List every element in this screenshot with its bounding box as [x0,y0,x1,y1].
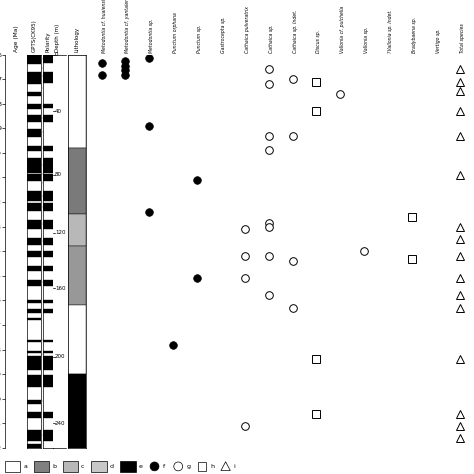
Bar [68,374,86,448]
Bar [27,266,41,270]
Text: ?Vallonia sp. Indet.: ?Vallonia sp. Indet. [388,9,393,53]
Bar [43,300,53,302]
Text: c: c [81,464,84,469]
Text: Depth (m): Depth (m) [55,24,60,52]
Text: g: g [186,464,190,469]
Text: GPTS(CK95): GPTS(CK95) [32,19,36,52]
Text: Cathaica sp.: Cathaica sp. [269,25,273,53]
Text: Punctum orphana: Punctum orphana [173,12,178,53]
Bar [27,146,41,150]
Bar [43,55,53,62]
Bar [43,356,53,369]
Text: Metodontia sp.: Metodontia sp. [149,18,154,53]
Bar [68,148,86,214]
Bar [43,238,53,244]
Bar [27,252,41,255]
Bar [43,310,53,312]
Bar [68,55,86,148]
Bar [43,72,53,82]
Text: 40: 40 [55,109,62,114]
Bar [27,356,41,369]
Bar [27,351,41,352]
Bar [27,115,41,121]
Bar [27,203,41,210]
Bar [68,214,86,246]
Text: 240: 240 [55,421,65,426]
Bar [43,411,53,417]
Text: Polarity: Polarity [46,32,50,52]
Text: a: a [23,464,27,469]
Bar [43,252,53,255]
Text: f: f [163,464,164,469]
Text: Vallonia sp.: Vallonia sp. [364,27,369,53]
Text: Vertigo sp.: Vertigo sp. [436,28,441,53]
Text: Total species: Total species [460,23,465,53]
Bar [27,375,41,386]
Bar [27,400,41,403]
Text: 80: 80 [55,173,62,177]
Bar [27,300,41,302]
Bar [27,220,41,228]
Bar [43,173,53,180]
Text: 160: 160 [55,286,65,291]
Bar [27,191,41,201]
Bar [43,340,53,341]
Bar [43,115,53,121]
Bar [27,411,41,417]
Bar [27,445,41,448]
Bar [27,173,41,180]
Bar [27,318,41,319]
Bar [27,55,41,63]
Bar [27,92,41,95]
Bar [43,191,53,201]
Text: b: b [52,464,56,469]
Bar [68,305,86,374]
Bar [27,340,41,341]
Bar [43,430,53,440]
Bar [27,104,41,108]
Bar [27,72,41,83]
Bar [27,430,41,440]
Bar [43,158,53,172]
Text: 120: 120 [55,230,65,235]
Text: 200: 200 [55,355,65,359]
Bar [43,375,53,386]
Text: Metodontia cf. huaiensis: Metodontia cf. huaiensis [101,0,107,53]
Bar [43,280,53,285]
Bar [27,128,41,137]
Bar [27,310,41,312]
Bar [27,280,41,285]
Bar [27,238,41,244]
Text: h: h [210,464,214,469]
Text: Punctum sp.: Punctum sp. [197,25,202,53]
Text: Bradybaena sp.: Bradybaena sp. [412,17,417,53]
Text: i: i [234,464,236,469]
Bar [68,246,86,305]
Bar [43,220,53,228]
Bar [43,266,53,270]
Text: Cathaica sp. Indet.: Cathaica sp. Indet. [292,9,298,53]
Text: 0: 0 [55,52,59,57]
Text: Cathaica pulveratrix: Cathaica pulveratrix [245,6,250,53]
Text: Age (Ma): Age (Ma) [14,26,18,52]
Text: d: d [110,464,114,469]
Bar [43,104,53,108]
Text: Lithology: Lithology [74,27,79,52]
Bar [43,351,53,352]
Bar [43,146,53,150]
Text: e: e [139,464,143,469]
Text: Gastrocepta sp.: Gastrocepta sp. [221,16,226,53]
Text: Vallonia cf. pulchella: Vallonia cf. pulchella [340,6,345,53]
Bar [43,203,53,210]
Bar [27,158,41,172]
Text: Metodontia cf. yantaiensis: Metodontia cf. yantaiensis [126,0,130,53]
Text: Discus sp.: Discus sp. [317,30,321,53]
